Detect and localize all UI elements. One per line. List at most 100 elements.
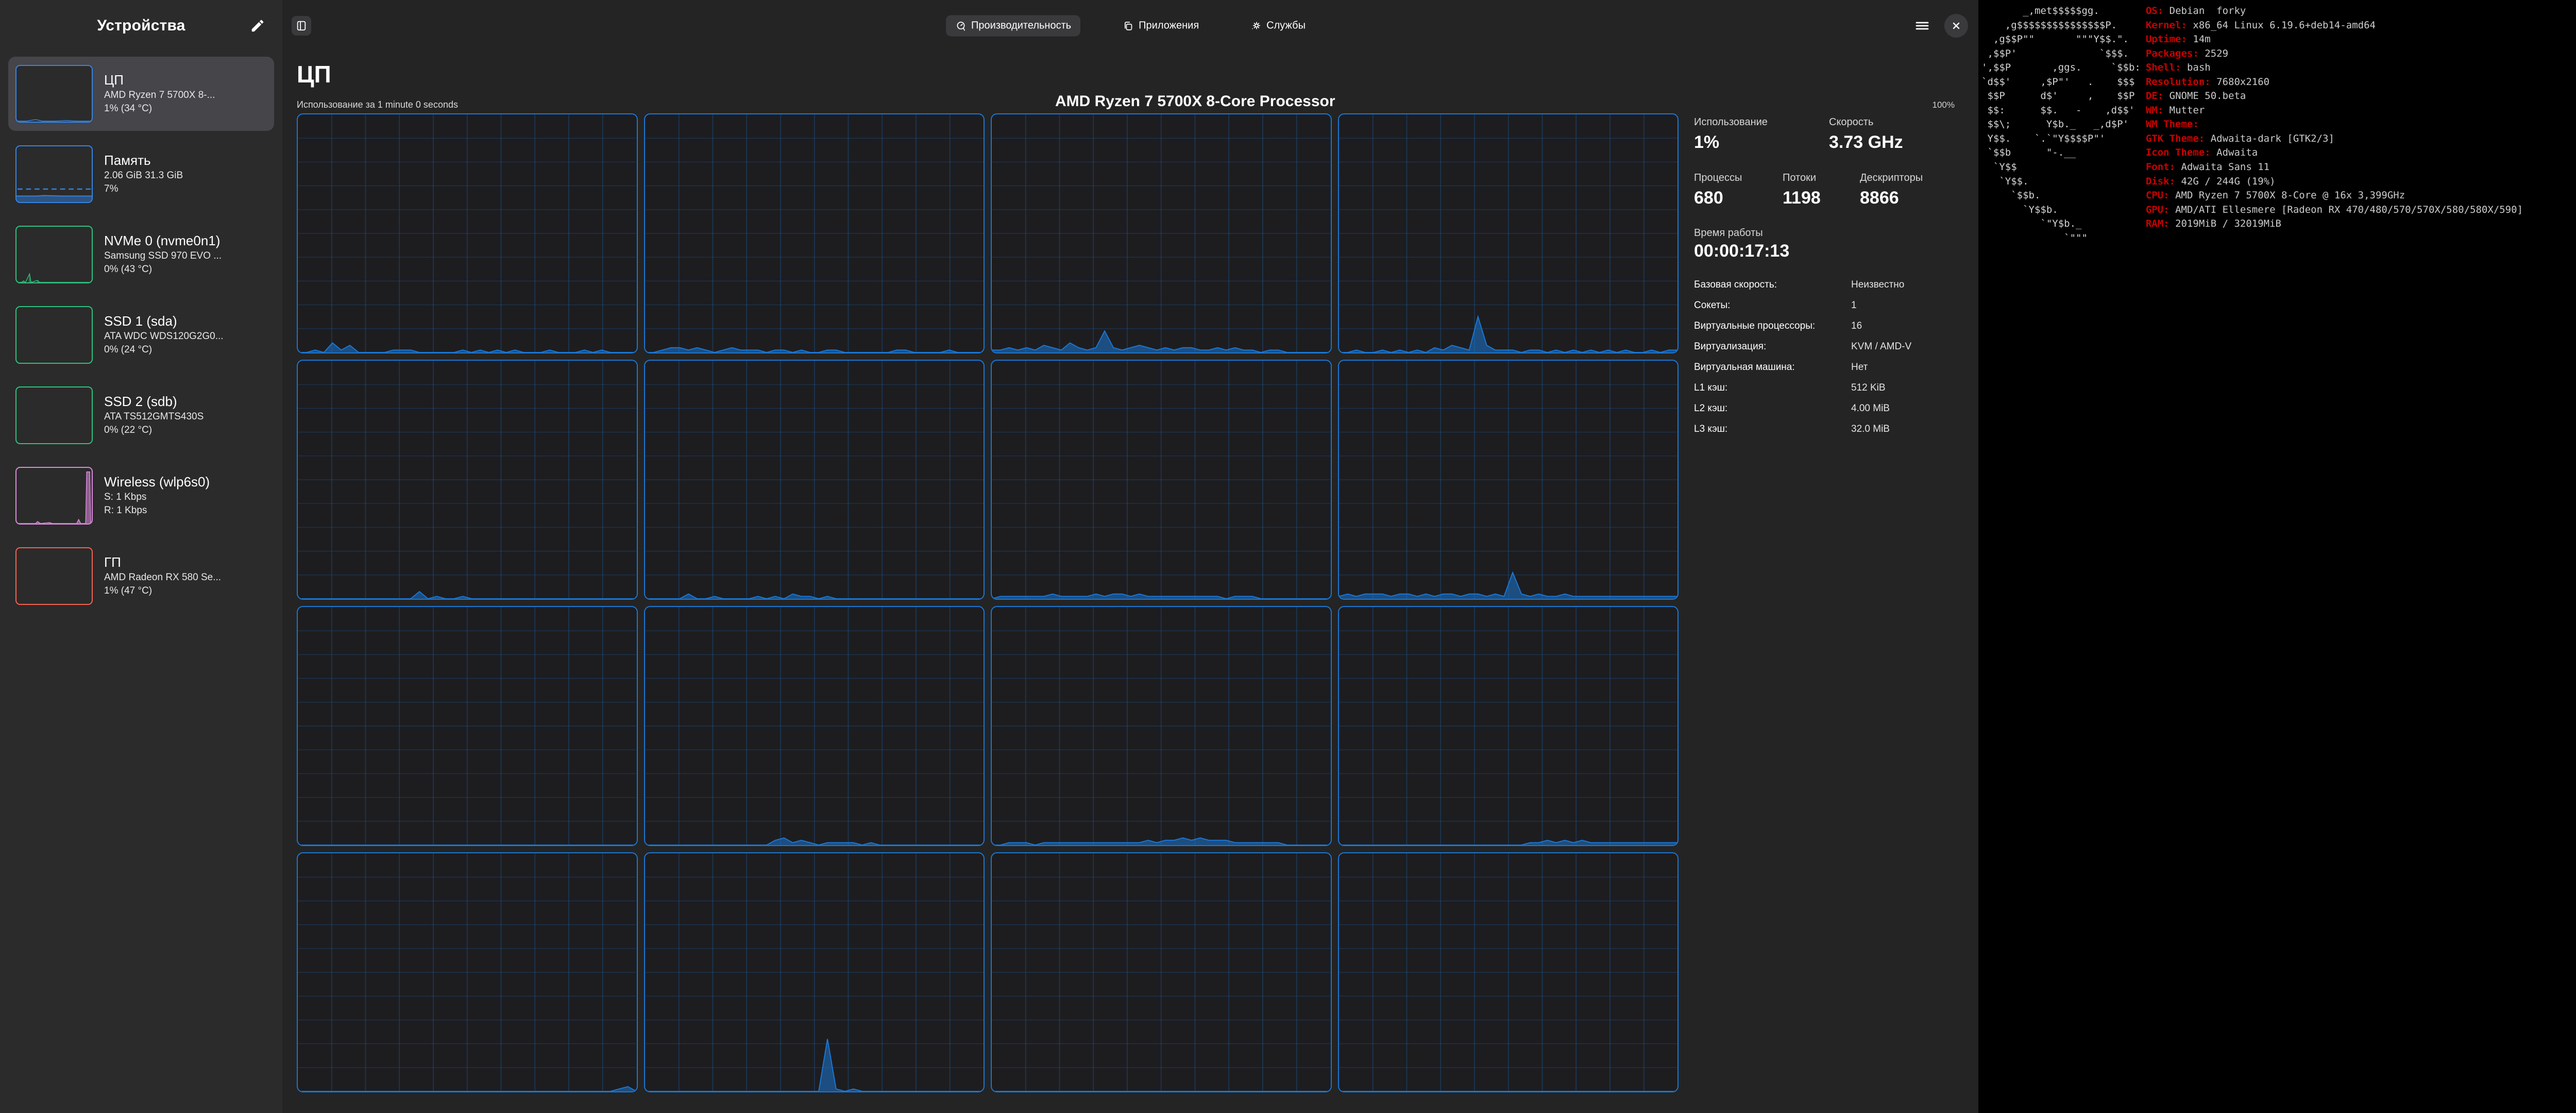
cpu-core-graph: [297, 606, 638, 847]
info-value: GNOME 50.beta: [2163, 90, 2246, 102]
spec-row: L2 кэш: 4.00 MiB: [1694, 403, 1963, 413]
nvme0-thumbnail-graph: [15, 226, 93, 283]
info-line: CPU: AMD Ryzen 7 5700X 8-Core @ 16x 3,39…: [2146, 189, 2523, 203]
cpu-core-graph: [643, 113, 985, 354]
tab-apps[interactable]: Приложения: [1113, 15, 1208, 37]
spec-row: Виртуализация: KVM / AMD-V: [1694, 342, 1963, 351]
mission-center-window: Устройства: [0, 0, 1978, 1113]
spec-value: 4.00 MiB: [1851, 402, 1890, 414]
tab-apps-label: Приложения: [1139, 20, 1199, 31]
sidebar-item-gpu[interactable]: ГП AMD Radeon RX 580 Se... 1% (47 °C): [8, 539, 274, 613]
info-line: WM Theme:: [2146, 117, 2523, 132]
usage-caption: Использование за 1 minute 0 seconds: [297, 99, 458, 110]
usage-value: 1%: [1694, 132, 1720, 153]
info-value: AMD/ATI Ellesmere [Radeon RX 470/480/570…: [2169, 204, 2523, 215]
cpu-core-graph: [297, 113, 638, 354]
tab-services[interactable]: Службы: [1241, 15, 1315, 37]
sidebar-item-label: ЦП: [104, 72, 124, 88]
info-line: GTK Theme: Adwaita-dark [GTK2/3]: [2146, 132, 2523, 146]
sidebar-item-value: 0% (43 °C): [104, 263, 152, 275]
debian-ascii-logo: _,met$$$$$gg. ,g$$$$$$$$$$$$$$$P. ,g$$P"…: [1981, 5, 2141, 244]
info-value: Debian forky: [2163, 5, 2246, 16]
tab-performance-label: Производительность: [971, 20, 1072, 31]
info-value: AMD Ryzen 7 5700X 8-Core @ 16x 3,399GHz: [2169, 190, 2405, 201]
sidebar-item-nvme0[interactable]: NVMe 0 (nvme0n1) Samsung SSD 970 EVO ...…: [8, 217, 274, 292]
sidebar-item-ssd2[interactable]: SSD 2 (sdb) ATA TS512GMTS430S 0% (22 °C): [8, 378, 274, 452]
cpu-core-graph: [643, 360, 985, 600]
spec-row: L3 кэш: 32.0 MiB: [1694, 424, 1963, 434]
sidebar-item-ssd1[interactable]: SSD 1 (sda) ATA WDC WDS120G2G0... 0% (24…: [8, 298, 274, 372]
header-right: Производительность Приложения: [282, 0, 1978, 52]
info-value: 7680x2160: [2210, 76, 2270, 88]
tab-services-label: Службы: [1266, 20, 1306, 31]
spec-value: 1: [1851, 299, 1857, 311]
info-key: Font:: [2145, 161, 2176, 173]
spec-key: Виртуализация:: [1694, 341, 1767, 352]
cpu-core-graph: [1337, 113, 1679, 354]
memory-thumbnail-graph: [15, 145, 93, 203]
info-value: 2019MiB / 32019MiB: [2169, 218, 2281, 230]
speed-label: Скорость: [1829, 116, 1874, 128]
gpu-thumbnail-graph: [15, 547, 93, 605]
sidebar-item-value: 7%: [104, 183, 118, 194]
gear-icon: [1250, 20, 1262, 31]
sidebar-item-value: 1% (47 °C): [104, 585, 152, 596]
ssd2-thumbnail-graph: [15, 386, 93, 444]
page-title: ЦП: [297, 61, 331, 88]
sidebar-toggle-icon[interactable]: [292, 16, 311, 36]
sidebar-item-cpu[interactable]: ЦП AMD Ryzen 7 5700X 8-... 1% (34 °C): [8, 57, 274, 131]
info-key: CPU:: [2145, 190, 2170, 201]
info-key: OS:: [2145, 5, 2164, 16]
sidebar-item-memory[interactable]: Память 2.06 GiB 31.3 GiB 7%: [8, 137, 274, 211]
spec-value: Неизвестно: [1851, 279, 1905, 290]
values-row: 1% 3.73 GHz: [1694, 131, 1963, 154]
info-key: Packages:: [2145, 47, 2199, 59]
info-line: Disk: 42G / 244G (19%): [2146, 175, 2523, 189]
info-key: Kernel:: [2145, 19, 2187, 31]
apps-icon: [1123, 20, 1134, 31]
info-key: Disk:: [2145, 175, 2176, 187]
cpu-core-graph: [297, 360, 638, 600]
spec-key: Виртуальная машина:: [1694, 361, 1795, 373]
info-line: WM: Mutter: [2146, 104, 2523, 118]
info-line: OS: Debian forky: [2146, 4, 2523, 19]
spec-row: Сокеты: 1: [1694, 300, 1963, 310]
cpu-model-label: AMD Ryzen 7 5700X 8-Core Processor: [1055, 93, 1335, 110]
close-icon[interactable]: [1944, 14, 1968, 38]
sidebar-item-wireless[interactable]: Wireless (wlp6s0) S: 1 Kbps R: 1 Kbps: [8, 459, 274, 533]
spec-row: Виртуальные процессоры: 16: [1694, 321, 1963, 331]
axis-max-label: 100%: [1932, 100, 1955, 110]
sidebar-item-sub: 2.06 GiB 31.3 GiB: [104, 170, 183, 181]
sidebar-item-label: NVMe 0 (nvme0n1): [104, 233, 221, 249]
threads-label: Потоки: [1783, 172, 1817, 183]
sidebar-item-sub: S: 1 Kbps: [104, 492, 147, 503]
cpu-core-graph: [1337, 360, 1679, 600]
terminal-window[interactable]: _,met$$$$$gg. ,g$$$$$$$$$$$$$$$P. ,g$$P"…: [1978, 0, 2576, 1113]
tab-performance[interactable]: Производительность: [946, 15, 1081, 37]
sidebar-item-value: R: 1 Kbps: [104, 504, 147, 516]
sidebar-item-label: ГП: [104, 554, 121, 570]
window-controls: [1913, 14, 1968, 38]
info-line: Uptime: 14m: [2146, 32, 2523, 47]
neofetch-info-list: OS: Debian forky Kernel: x86_64 Linux 6.1…: [2141, 4, 2523, 1113]
threads-value: 1198: [1783, 188, 1821, 208]
handles-value: 8866: [1860, 188, 1899, 208]
device-sidebar[interactable]: ЦП AMD Ryzen 7 5700X 8-... 1% (34 °C): [0, 52, 282, 1113]
info-value: Adwaita Sans 11: [2175, 161, 2270, 173]
tab-bar: Производительность Приложения: [946, 15, 1315, 37]
hamburger-menu-icon[interactable]: [1913, 19, 1931, 33]
info-key: Shell:: [2145, 62, 2181, 74]
uptime-value: 00:00:17:13: [1694, 241, 1790, 261]
labels-row: Использование Скорость: [1694, 115, 1963, 129]
info-line: Font: Adwaita Sans 11: [2146, 160, 2523, 175]
info-value: 14m: [2187, 33, 2211, 45]
info-key: GPU:: [2145, 204, 2170, 215]
sidebar-item-sub: AMD Radeon RX 580 Se...: [104, 572, 222, 583]
spec-value: 512 KiB: [1851, 382, 1886, 393]
pencil-icon[interactable]: [244, 12, 271, 39]
spec-row: L1 кэш: 512 KiB: [1694, 383, 1963, 393]
speed-value: 3.73 GHz: [1829, 132, 1903, 153]
sidebar-item-value: 0% (24 °C): [104, 344, 152, 355]
sidebar-title: Устройства: [97, 17, 185, 34]
info-line: Shell: bash: [2146, 61, 2523, 75]
